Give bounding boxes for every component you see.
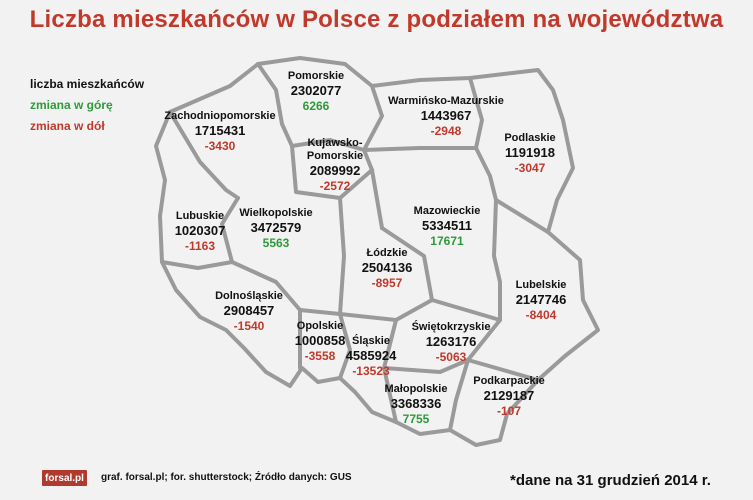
region-change: -5063 [435,350,467,364]
region-population: 1191918 [505,145,555,160]
region-podkarpackie: Podkarpackie 2129187 -107 [473,375,545,419]
region-dolnoslaskie: Dolnośląskie 2908457 -1540 [215,290,283,334]
border-kuj-wielk [290,144,374,200]
region-change: -8404 [525,308,557,322]
region-name: Pomorskie [287,70,345,82]
region-population: 2089992 [309,163,361,178]
region-name: Podkarpackie [473,375,545,387]
region-population: 2302077 [290,83,342,98]
border-kuj-maz [370,168,384,230]
border-malo-podk [448,358,470,432]
region-mazowieckie: Mazowieckie 5334511 17671 [414,205,481,249]
region-kujawsko-pomorskie: Kujawsko- Pomorskie 2089992 -2572 [307,137,363,194]
region-pomorskie: Pomorskie 2302077 6266 [288,70,344,114]
border-pom-kuj [290,138,374,172]
region-name: Warmińsko-Mazurskie [388,95,504,107]
region-population: 2908457 [223,303,275,318]
legend: liczba mieszkańców zmiana w górę zmiana … [30,74,144,137]
region-name: Dolnośląskie [215,290,283,302]
region-name: Lubelskie [515,279,567,291]
legend-up: zmiana w górę [30,98,113,112]
region-podlaskie: Podlaskie 1191918 -3047 [504,132,555,176]
region-name: Wielkopolskie [239,207,313,219]
border-warm-maz [362,146,478,152]
region-change: 17671 [430,234,464,248]
region-population: 2504136 [361,260,413,275]
region-change: -8957 [371,276,403,290]
region-change: -2572 [319,179,351,193]
border-wielk-dol [230,260,302,312]
region-change: -1540 [233,319,265,333]
border-zach-pom [256,62,294,148]
region-change: -3558 [304,349,336,363]
region-population: 4585924 [345,348,397,363]
region-warminsko-mazurskie: Warmińsko-Mazurskie 1443967 -2948 [388,95,504,139]
region-name: Lubuskie [175,210,225,222]
page-title: Liczba mieszkańców w Polsce z podziałem … [29,6,724,33]
border-opol-lodz [298,308,342,316]
region-opolskie: Opolskie 1000858 -3558 [295,320,346,364]
region-slaskie: Śląskie 4585924 -13523 [346,335,397,379]
region-change: -3047 [514,161,546,175]
region-lubelskie: Lubelskie 2147746 -8404 [516,279,567,323]
border-maz-lodz [380,226,434,302]
border-pom-warm [362,84,384,152]
region-name: Śląskie [352,335,390,347]
border-lube-podk [466,358,540,382]
region-wielkopolskie: Wielkopolskie 3472579 5563 [239,207,312,251]
region-change: -1163 [184,239,216,253]
region-change: 5563 [262,236,290,250]
region-population: 1715431 [194,123,246,138]
region-zachodniopomorskie: Zachodniopomorskie 1715431 -3430 [164,110,275,154]
region-swietokrzyskie: Świętokrzyskie 1263176 -5063 [412,321,491,365]
data-date-note: *dane na 31 grudzień 2014 r. [510,472,711,489]
region-name: Zachodniopomorskie [164,110,276,122]
credit-line: graf. forsal.pl; for. shutterstock; Źród… [101,472,352,483]
region-population: 1020307 [174,223,226,238]
border-lub-wielk [220,196,240,264]
region-name: Podlaskie [504,132,556,144]
border-lodz-swiet [338,298,434,322]
region-change: -107 [496,404,522,418]
region-population: 1263176 [425,334,477,349]
region-population: 2129187 [483,388,535,403]
region-population: 5334511 [422,218,472,233]
region-population: 3472579 [250,220,302,235]
region-population: 1443967 [420,108,472,123]
region-population: 2147746 [515,292,567,307]
border-wielk-lodz [338,196,346,316]
border-maz-swiet [430,298,502,322]
region-lubuskie: Lubuskie 1020307 -1163 [175,210,226,254]
region-name: Pomorskie [306,150,364,162]
legend-population: liczba mieszkańców [30,77,145,91]
region-name: Łódzkie [366,247,408,259]
region-change: 6266 [302,99,330,113]
region-name: Kujawsko- [307,137,363,149]
region-lodzkie: Łódzkie 2504136 -8957 [362,247,413,291]
border-maz-lube [492,198,502,284]
border-swiet-malo [382,358,470,374]
region-change: -3430 [204,139,236,153]
region-population: 3368336 [390,396,442,411]
border-lube-swiet [466,280,502,362]
border-warm-pod [468,76,484,150]
region-name: Opolskie [296,320,344,332]
border-pod-maz [474,146,550,234]
region-population: 1000858 [294,333,346,348]
logo: forsal.pl [42,470,87,486]
region-change: -2948 [430,124,462,138]
border-opol-slask [338,312,352,380]
region-name: Świętokrzyskie [411,321,491,333]
region-change: 7755 [402,412,430,426]
region-name: Mazowieckie [413,205,481,217]
country-border [154,56,600,447]
legend-down: zmiana w dół [30,119,105,133]
region-change: -13523 [352,364,390,378]
region-malopolskie: Małopolskie 3368336 7755 [385,383,448,427]
border-lub-dol [160,260,234,270]
border-zach-wielk [168,110,240,200]
region-name: Małopolskie [384,383,448,395]
